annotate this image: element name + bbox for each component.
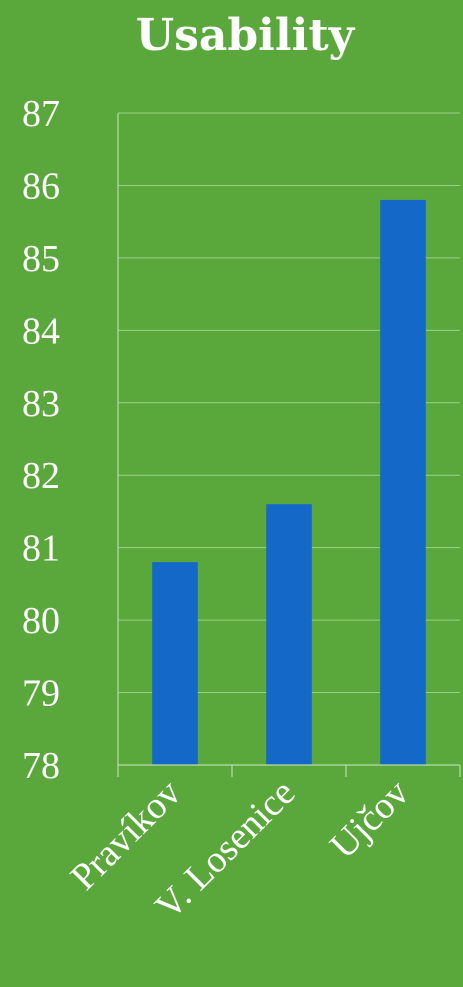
bar <box>266 504 312 765</box>
y-tick-label: 84 <box>22 310 60 352</box>
bar <box>380 199 426 765</box>
y-tick-label: 87 <box>22 93 60 135</box>
y-tick-label: 85 <box>22 238 60 280</box>
bars <box>152 199 426 765</box>
y-tick-label: 82 <box>22 455 60 497</box>
y-tick-label: 80 <box>22 600 60 642</box>
chart-title: Usability <box>136 10 356 61</box>
y-axis-tick-labels: 78 79 80 81 82 83 84 85 86 87 <box>22 93 60 787</box>
y-tick-label: 78 <box>22 745 60 787</box>
y-tick-label: 79 <box>22 673 60 715</box>
x-axis <box>117 113 461 777</box>
bar <box>152 562 198 765</box>
y-tick-label: 83 <box>22 383 60 425</box>
y-tick-label: 86 <box>22 165 60 207</box>
y-tick-label: 81 <box>22 528 60 570</box>
